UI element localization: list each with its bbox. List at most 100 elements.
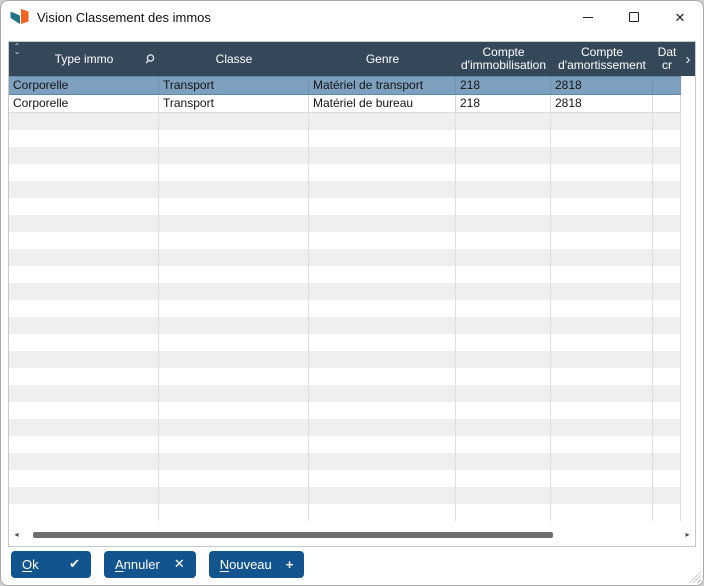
grid-navigator-icon[interactable]: ⌃ ⌄ — [13, 42, 21, 56]
empty-cell — [309, 487, 456, 504]
empty-cell — [653, 351, 681, 368]
empty-row — [9, 385, 681, 402]
close-button[interactable]: ✕ — [657, 1, 703, 33]
scrollbar-track[interactable] — [23, 531, 681, 538]
empty-cell — [653, 453, 681, 470]
table-row[interactable]: Corporelle Transport Matériel de bureau 218… — [9, 95, 681, 113]
empty-cell — [309, 470, 456, 487]
column-header-label: Compte d'immobilisation — [461, 45, 546, 72]
grid-body[interactable]: Corporelle Transport Matériel de transport… — [9, 76, 695, 523]
column-header-classe[interactable]: Classe — [159, 42, 309, 76]
empty-cell — [456, 266, 551, 283]
maximize-button[interactable] — [611, 1, 657, 33]
immo-grid: ⌃ ⌄ Type immo Classe Genre Compte d'immobil… — [8, 41, 696, 547]
empty-row — [9, 487, 681, 504]
empty-row — [9, 436, 681, 453]
empty-cell — [551, 164, 653, 181]
empty-cell — [159, 368, 309, 385]
empty-row — [9, 334, 681, 351]
empty-cell — [159, 249, 309, 266]
column-header-compte-amortissement[interactable]: Compte d'amortissement — [551, 42, 653, 76]
scroll-left-icon[interactable]: ◂ — [14, 530, 19, 539]
empty-cell — [9, 181, 159, 198]
empty-cell — [159, 147, 309, 164]
empty-cell — [456, 317, 551, 334]
empty-cell — [309, 147, 456, 164]
empty-cell — [456, 453, 551, 470]
scroll-right-icon[interactable]: ▸ — [685, 530, 690, 539]
table-cell: 218 — [456, 95, 551, 112]
table-cell: 2818 — [551, 77, 653, 94]
empty-cell — [653, 385, 681, 402]
column-header-label: Classe — [215, 51, 253, 66]
empty-cell — [653, 317, 681, 334]
empty-row — [9, 130, 681, 147]
empty-cell — [456, 368, 551, 385]
empty-cell — [9, 147, 159, 164]
empty-cell — [456, 436, 551, 453]
empty-row — [9, 402, 681, 419]
empty-cell — [159, 419, 309, 436]
empty-row — [9, 266, 681, 283]
empty-cell — [309, 453, 456, 470]
caption-buttons: ✕ — [565, 1, 703, 33]
empty-cell — [9, 368, 159, 385]
empty-cell — [159, 215, 309, 232]
empty-cell — [159, 130, 309, 147]
column-header-label: Dat cr — [657, 45, 677, 72]
empty-row — [9, 283, 681, 300]
empty-cell — [9, 351, 159, 368]
empty-row — [9, 453, 681, 470]
search-icon[interactable] — [144, 53, 156, 65]
empty-cell — [456, 249, 551, 266]
table-cell: Matériel de transport — [309, 77, 456, 94]
empty-cell — [9, 470, 159, 487]
empty-cell — [159, 317, 309, 334]
scroll-columns-right-button[interactable]: › — [681, 42, 695, 76]
column-header-label: Compte d'amortissement — [558, 45, 646, 72]
empty-cell — [551, 487, 653, 504]
empty-cell — [456, 198, 551, 215]
empty-cell — [551, 470, 653, 487]
empty-cell — [456, 181, 551, 198]
empty-cell — [653, 487, 681, 504]
empty-row — [9, 300, 681, 317]
minimize-button[interactable] — [565, 1, 611, 33]
empty-row — [9, 113, 681, 130]
empty-cell — [551, 198, 653, 215]
empty-cell — [551, 266, 653, 283]
empty-cell — [9, 232, 159, 249]
empty-cell — [551, 368, 653, 385]
empty-row — [9, 351, 681, 368]
empty-cell — [551, 147, 653, 164]
column-header-date-creation[interactable]: Dat cr — [653, 42, 681, 76]
empty-cell — [653, 181, 681, 198]
empty-cell — [551, 419, 653, 436]
empty-cell — [456, 113, 551, 130]
scrollbar-thumb[interactable] — [33, 531, 553, 538]
empty-cell — [9, 385, 159, 402]
empty-cell — [551, 215, 653, 232]
table-row-selected[interactable]: Corporelle Transport Matériel de transport… — [9, 76, 681, 95]
column-header-type-immo[interactable]: Type immo — [9, 42, 159, 76]
empty-cell — [9, 283, 159, 300]
empty-cell — [551, 130, 653, 147]
empty-cell — [551, 249, 653, 266]
column-header-genre[interactable]: Genre — [309, 42, 456, 76]
title-bar: Vision Classement des immos ✕ — [1, 1, 703, 41]
empty-cell — [9, 215, 159, 232]
table-cell — [653, 95, 681, 112]
empty-cell — [456, 232, 551, 249]
empty-cell — [159, 300, 309, 317]
empty-cell — [653, 215, 681, 232]
minimize-icon — [583, 16, 593, 18]
column-header-compte-immobilisation[interactable]: Compte d'immobilisation — [456, 42, 551, 76]
empty-cell — [9, 300, 159, 317]
